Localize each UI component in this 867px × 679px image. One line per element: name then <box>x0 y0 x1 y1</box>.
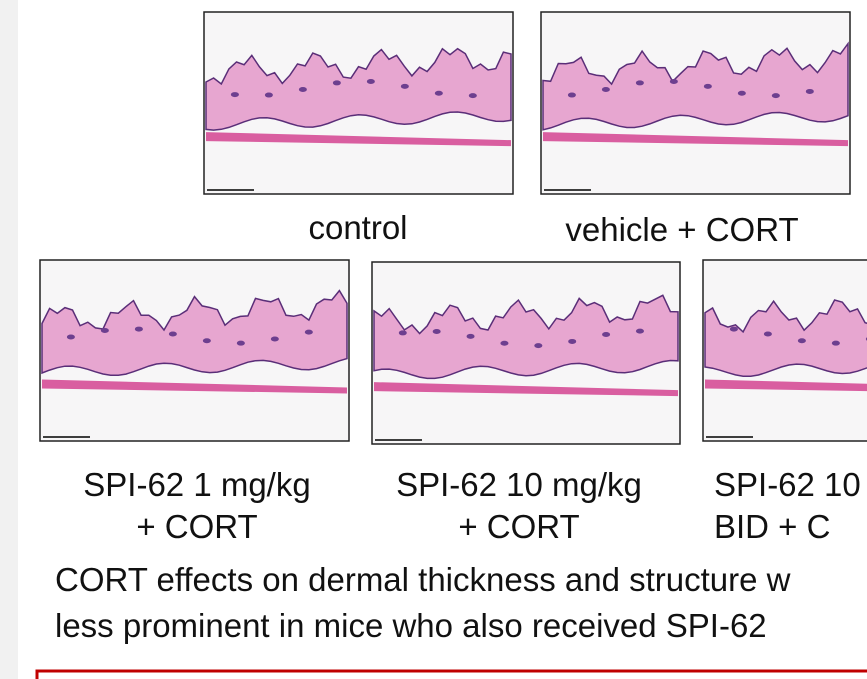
follicle <box>168 331 177 337</box>
muscle-layer <box>206 132 511 147</box>
follicle <box>304 329 313 335</box>
dermis <box>205 47 512 131</box>
muscle-layer <box>705 379 867 392</box>
histology-image <box>371 261 681 445</box>
follicle <box>771 93 780 99</box>
dermis <box>542 41 849 131</box>
muscle-layer <box>42 379 347 394</box>
follicle <box>466 333 475 339</box>
follicle <box>500 340 509 346</box>
panel-label: + CORT <box>136 508 257 545</box>
follicle <box>703 83 712 89</box>
panel-label: SPI-62 1 mg/kg <box>83 466 310 503</box>
muscle-layer <box>543 132 848 147</box>
follicle <box>534 343 543 349</box>
caption-line: CORT effects on dermal thickness and str… <box>55 561 791 598</box>
panel-label: control <box>308 209 407 246</box>
follicle <box>737 90 746 96</box>
follicle <box>635 328 644 334</box>
follicle <box>601 86 610 92</box>
follicle <box>236 340 245 346</box>
panel-label: SPI-62 10 <box>714 466 861 503</box>
follicle <box>635 80 644 86</box>
follicle <box>602 331 611 337</box>
follicle <box>298 86 307 92</box>
follicle <box>270 336 279 342</box>
dermis <box>704 299 867 377</box>
histology-image <box>540 11 851 195</box>
follicle <box>264 92 273 98</box>
muscle-layer <box>374 382 678 397</box>
follicle <box>831 340 840 346</box>
panel-label: BID + C <box>714 508 830 545</box>
follicle <box>230 92 239 98</box>
histology-image <box>203 11 514 195</box>
follicle <box>468 93 477 99</box>
side-strip <box>0 0 18 679</box>
panel-label: vehicle + CORT <box>565 211 798 248</box>
follicle <box>400 83 409 89</box>
panel-label: SPI-62 10 mg/kg <box>396 466 642 503</box>
panel-label: + CORT <box>458 508 579 545</box>
follicle <box>763 331 772 337</box>
follicle <box>729 326 738 332</box>
follicle <box>100 328 109 334</box>
histology-image <box>702 259 867 442</box>
follicle <box>434 90 443 96</box>
follicle <box>805 88 814 94</box>
follicle <box>797 338 806 344</box>
follicle <box>332 80 341 86</box>
dermis <box>41 289 348 377</box>
follicle <box>567 92 576 98</box>
follicle <box>669 78 678 84</box>
dermis <box>373 294 679 380</box>
follicle <box>398 330 407 336</box>
follicle <box>66 334 75 340</box>
caption-line: less prominent in mice who also received… <box>55 607 767 644</box>
follicle <box>134 326 143 332</box>
follicle <box>432 328 441 334</box>
follicle <box>568 338 577 344</box>
callout-box <box>35 669 867 679</box>
histology-image <box>39 259 350 442</box>
follicle <box>366 78 375 84</box>
follicle <box>202 338 211 344</box>
